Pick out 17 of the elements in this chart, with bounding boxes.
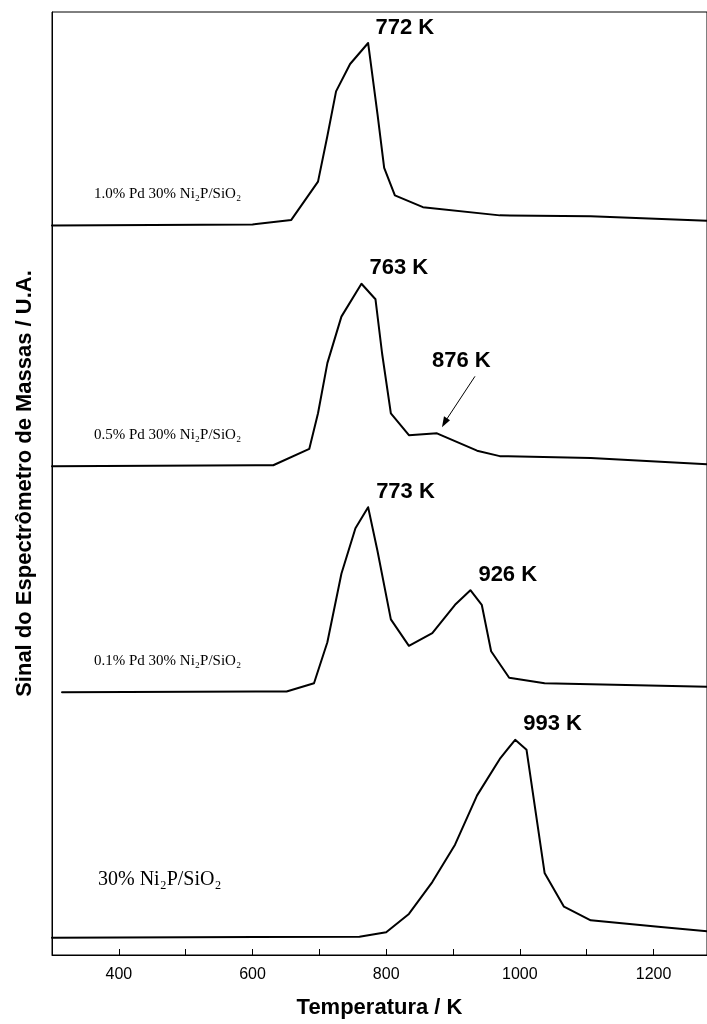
series-label: 0.1% Pd 30% Ni₂P/SiO₂ [94, 651, 242, 668]
annotation: 773 K [376, 477, 435, 503]
series-label: 0.5% Pd 30% Ni₂P/SiO₂ [94, 425, 242, 442]
annotation: 993 K [523, 710, 582, 736]
x-tick-label: 600 [239, 964, 266, 982]
annotation: 772 K [375, 13, 435, 39]
x-tick-label: 1200 [635, 964, 672, 982]
x-tick-label: 800 [372, 964, 400, 982]
annotation: 763 K [369, 254, 429, 280]
x-tick-label: 1000 [502, 964, 538, 982]
annotation: 876 K [431, 346, 491, 372]
x-tick-label: 400 [105, 964, 133, 982]
x-axis-title: Temperatura / K [296, 993, 463, 1019]
annotation: 926 K [478, 560, 538, 586]
text: 30% Ni₂P/SiO₂ [98, 866, 222, 889]
y-axis-title: Sinal do Espectrômetro de Massas / U.A. [10, 270, 36, 697]
series-label: 1.0% Pd 30% Ni₂P/SiO₂ [94, 184, 242, 201]
